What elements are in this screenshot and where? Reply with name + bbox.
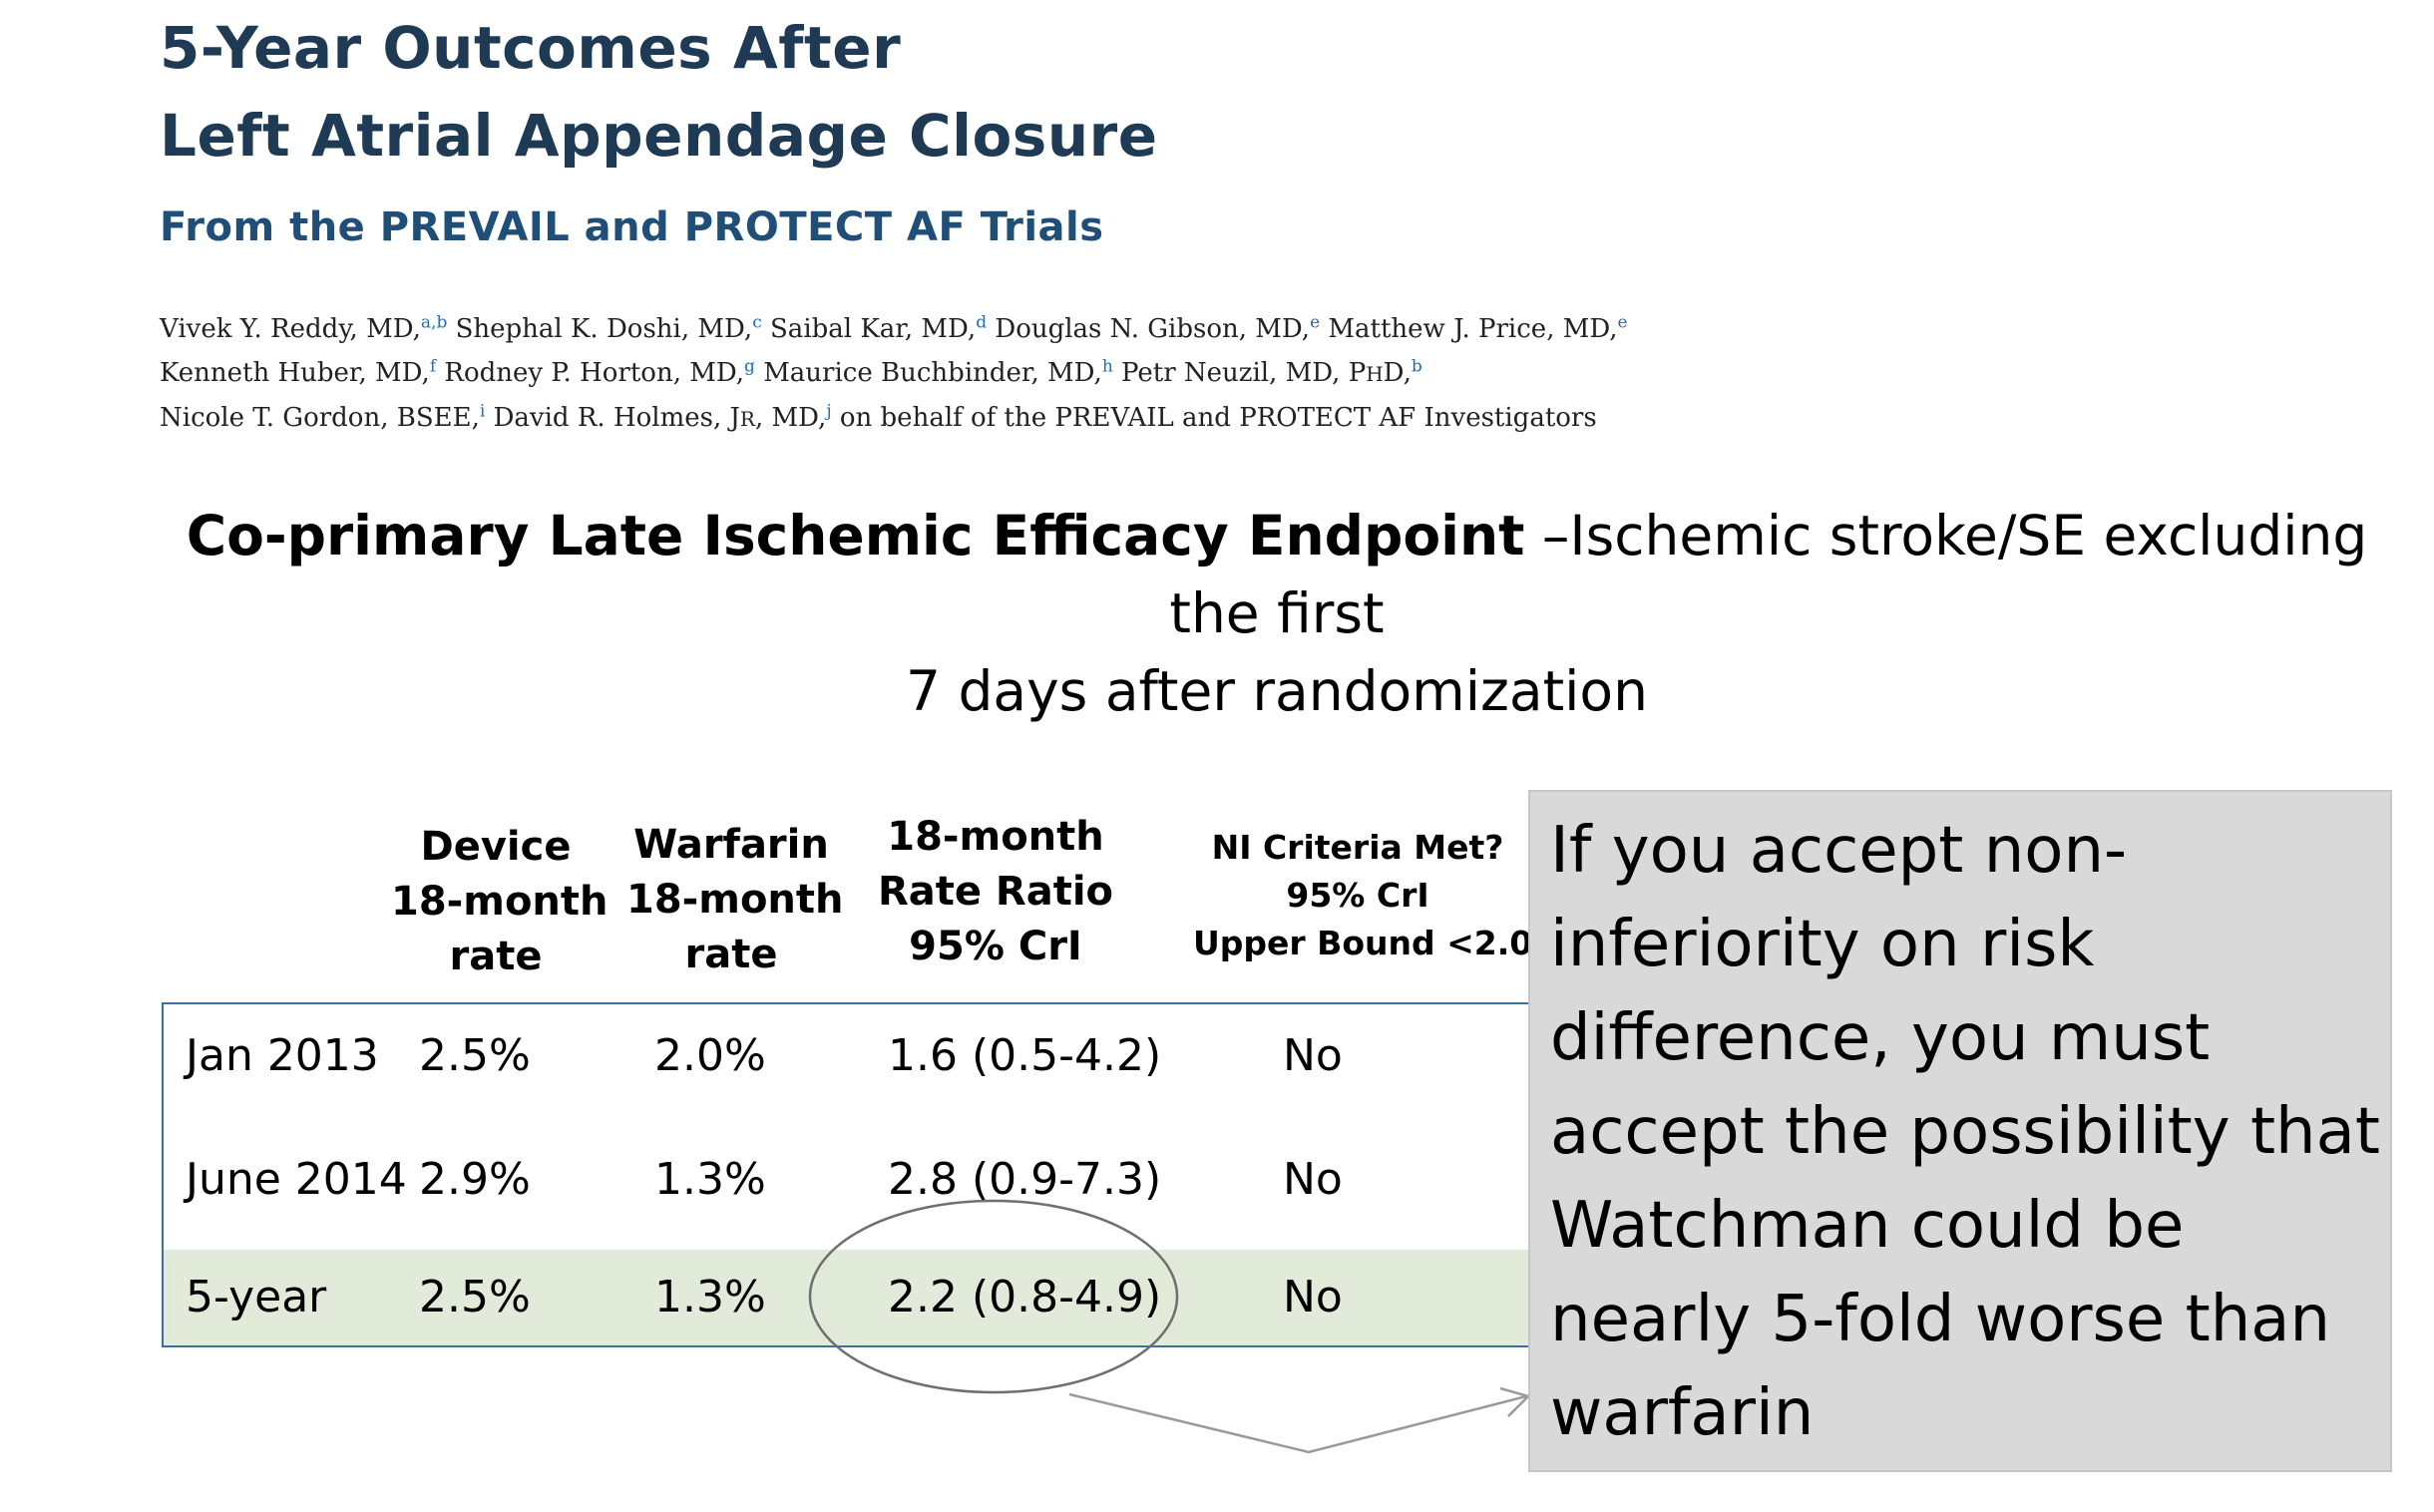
article-title-line-1: 5-Year Outcomes After (160, 14, 902, 82)
callout-text: If you accept non-inferiority on risk di… (1550, 814, 2380, 1450)
author: Shephal K. Doshi, MD,c (455, 312, 762, 344)
warfarin-rate: 1.3% (654, 1272, 766, 1323)
device-rate: 2.5% (419, 1272, 531, 1323)
arrow-head-icon (1499, 1386, 1531, 1417)
rate-ratio: 2.2 (0.8-4.9) (888, 1272, 1162, 1323)
author: Matthew J. Price, MD,e (1328, 312, 1628, 344)
author: David R. Holmes, JR, MD,j (493, 401, 832, 433)
results-table: Jan 2013 2.5% 2.0% 1.6 (0.5-4.2) No June… (162, 1002, 1540, 1347)
device-rate: 2.5% (419, 1030, 531, 1081)
table-row: June 2014 2.9% 1.3% 2.8 (0.9-7.3) No (164, 1140, 1540, 1220)
row-label: June 2014 (186, 1154, 407, 1205)
table-row: Jan 2013 2.5% 2.0% 1.6 (0.5-4.2) No (164, 1016, 1540, 1096)
endpoint-heading: Co-primary Late Ischemic Efficacy Endpoi… (150, 497, 2404, 730)
author-list: Vivek Y. Reddy, MD,a,b Shephal K. Doshi,… (160, 307, 1628, 441)
device-rate: 2.9% (419, 1154, 531, 1205)
row-label: Jan 2013 (186, 1030, 379, 1081)
callout-connector-line (1068, 1392, 1527, 1454)
column-header-device: Device 18-month rate (391, 824, 608, 979)
author: Douglas N. Gibson, MD,e (995, 312, 1321, 344)
author: Nicole T. Gordon, BSEE,i (160, 401, 486, 433)
article-header: 5-Year Outcomes After Left Atrial Append… (0, 0, 1712, 445)
endpoint-title: Co-primary Late Ischemic Efficacy Endpoi… (186, 504, 1525, 567)
column-header-rate-ratio: 18-month Rate Ratio 95% CrI (877, 814, 1114, 969)
author-line-1: Vivek Y. Reddy, MD,a,b Shephal K. Doshi,… (160, 307, 1628, 351)
author-line-2: Kenneth Huber, MD,f Rodney P. Horton, MD… (160, 351, 1628, 396)
author: Saibal Kar, MD,d (770, 312, 988, 344)
endpoint-line-1: Co-primary Late Ischemic Efficacy Endpoi… (150, 497, 2404, 652)
callout-box: If you accept non-inferiority on risk di… (1528, 790, 2392, 1472)
author: Maurice Buchbinder, MD,h (763, 356, 1113, 388)
article-title-line-2: Left Atrial Appendage Closure (160, 102, 1158, 170)
column-header-ni-criteria: NI Criteria Met? 95% CrI Upper Bound <2.0 (1193, 828, 1533, 962)
author: Vivek Y. Reddy, MD,a,b (160, 312, 448, 344)
endpoint-line-2: 7 days after randomization (906, 659, 1648, 723)
ni-met: No (1283, 1030, 1343, 1081)
ni-met: No (1283, 1272, 1343, 1323)
warfarin-rate: 2.0% (654, 1030, 766, 1081)
author-line-3: Nicole T. Gordon, BSEE,i David R. Holmes… (160, 396, 1628, 441)
article-subtitle: From the PREVAIL and PROTECT AF Trials (160, 204, 1104, 250)
row-label: 5-year (186, 1272, 327, 1323)
rate-ratio: 1.6 (0.5-4.2) (888, 1030, 1162, 1081)
authors-tail: on behalf of the PREVAIL and PROTECT AF … (839, 403, 1597, 433)
table-row-highlighted: 5-year 2.5% 1.3% 2.2 (0.8-4.9) No (164, 1250, 1540, 1345)
author: Rodney P. Horton, MD,g (444, 356, 755, 388)
endpoint-description: –Ischemic stroke/SE excluding the first (1169, 504, 2368, 645)
author: Kenneth Huber, MD,f (160, 356, 437, 388)
ni-met: No (1283, 1154, 1343, 1205)
author: Petr Neuzil, MD, PHD,b (1121, 356, 1422, 388)
rate-ratio: 2.8 (0.9-7.3) (888, 1154, 1162, 1205)
column-header-warfarin: Warfarin 18-month rate (626, 822, 844, 977)
warfarin-rate: 1.3% (654, 1154, 766, 1205)
